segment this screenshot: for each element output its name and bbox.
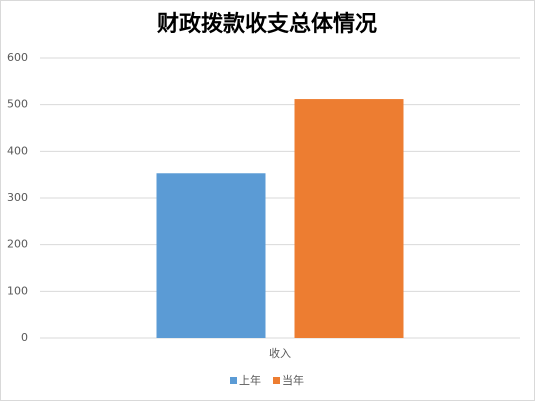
y-tick-label: 100 (7, 284, 28, 297)
bar (294, 99, 404, 338)
y-tick-label: 500 (7, 98, 28, 111)
y-tick-label: 300 (7, 191, 28, 204)
legend-swatch (273, 377, 280, 384)
x-tick-label: 收入 (269, 346, 291, 360)
legend-swatch (230, 377, 237, 384)
chart-title: 财政拨款收支总体情况 (157, 11, 377, 37)
y-tick-label: 0 (21, 331, 28, 344)
legend-label: 上年 (239, 373, 261, 387)
y-tick-label: 600 (7, 51, 28, 64)
y-tick-label: 400 (7, 144, 28, 157)
legend-label: 当年 (282, 373, 304, 387)
bar (156, 173, 266, 338)
y-tick-label: 200 (7, 238, 28, 251)
